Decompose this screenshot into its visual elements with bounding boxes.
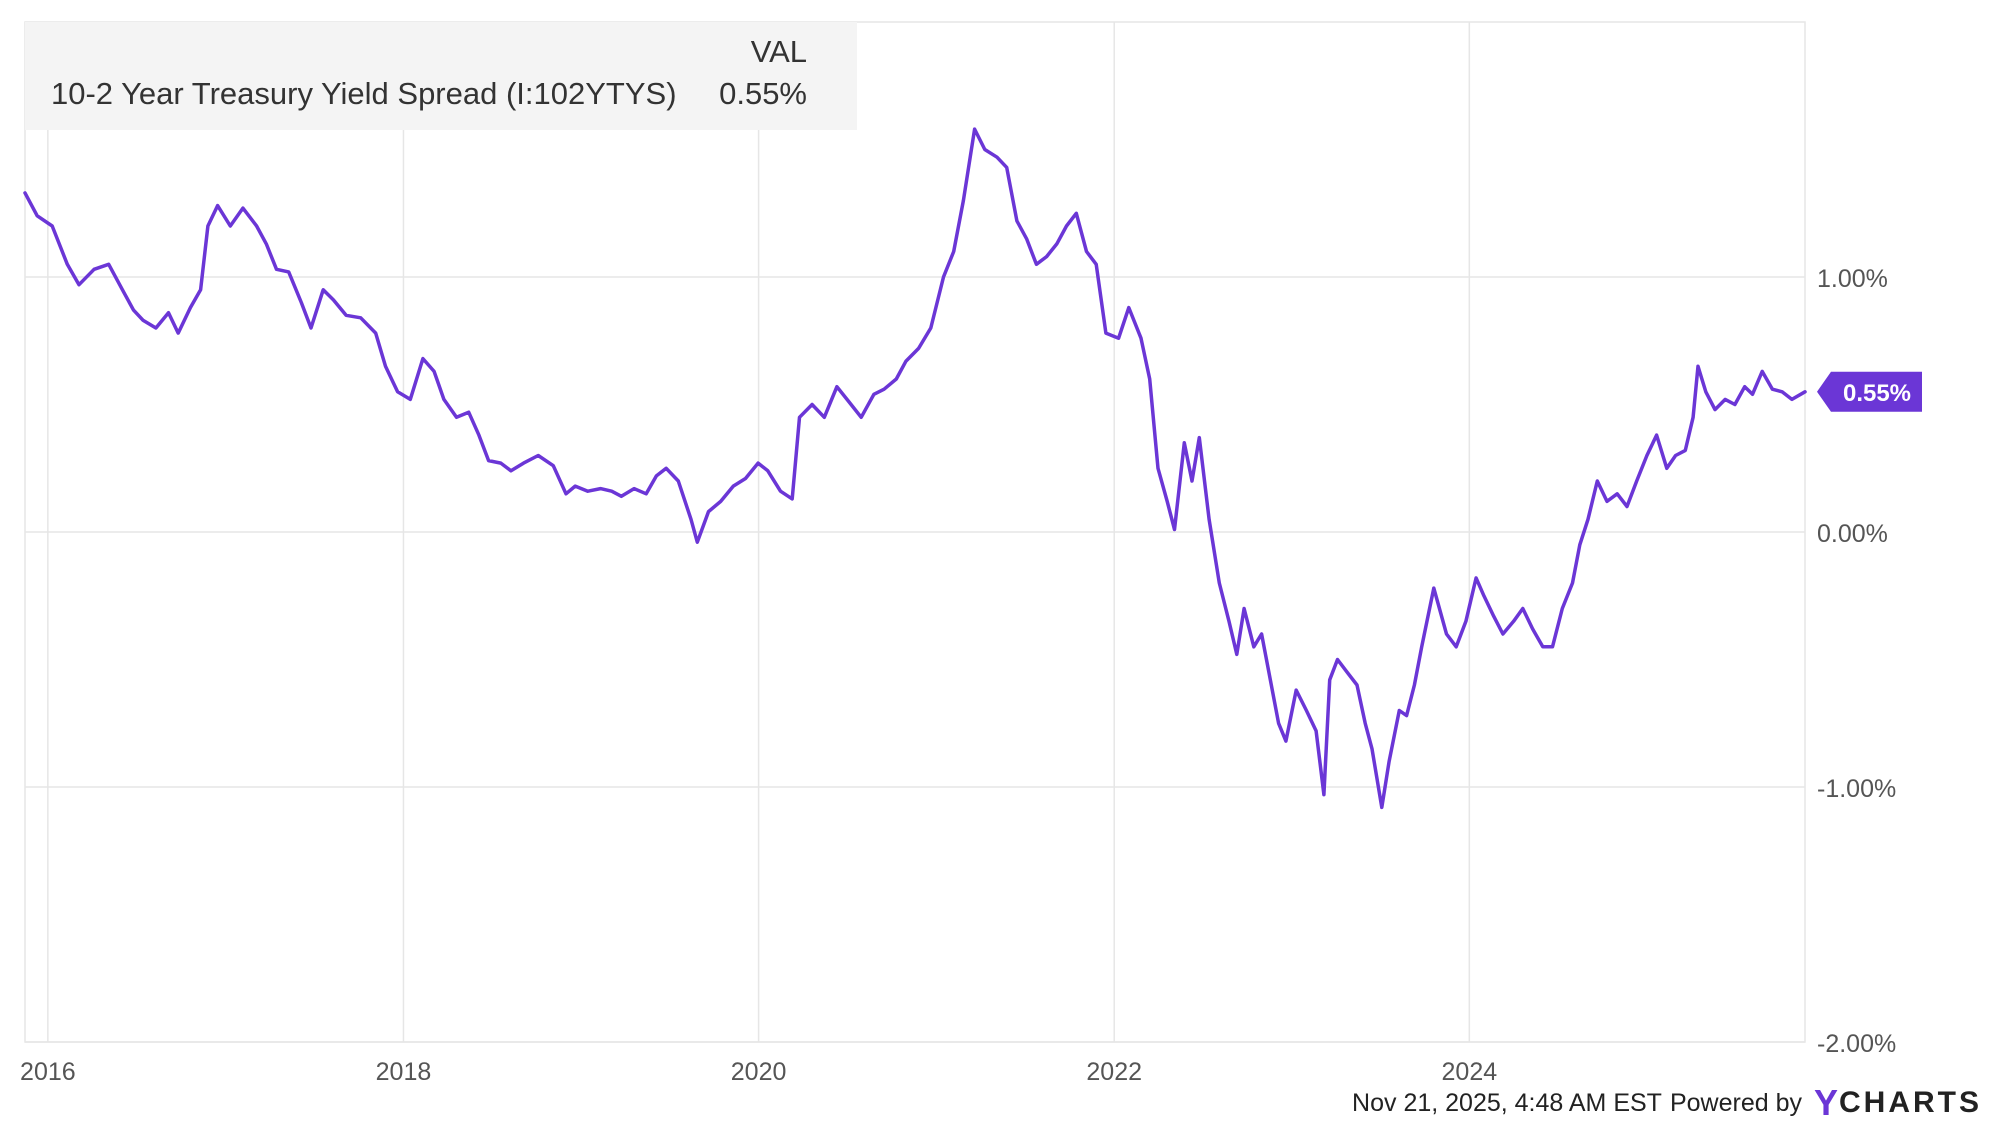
legend-header: VAL bbox=[750, 34, 807, 69]
x-tick-label: 2016 bbox=[20, 1058, 76, 1086]
y-tick-label: -2.00% bbox=[1817, 1030, 1896, 1058]
y-tick-label: 1.00% bbox=[1817, 265, 1888, 293]
last-value-label: 0.55% bbox=[1843, 380, 1911, 407]
grid-lines bbox=[24, 21, 1806, 1043]
footer-powered-by: Powered by bbox=[1669, 1088, 1802, 1117]
legend-series-value: 0.55% bbox=[719, 76, 807, 111]
last-value-badge: 0.55% bbox=[1817, 371, 1922, 412]
footer-timestamp: Nov 21, 2025, 4:48 AM EST bbox=[1352, 1088, 1662, 1117]
y-tick-label: -1.00% bbox=[1817, 775, 1896, 803]
last-value-badge-shape bbox=[1817, 371, 1922, 412]
ycharts-logo-text: CHARTS bbox=[1839, 1086, 1982, 1119]
x-tick-label: 2024 bbox=[1442, 1058, 1498, 1086]
ycharts-logo-icon: Y bbox=[1813, 1082, 1838, 1123]
ycharts-logo[interactable]: Y CHARTS bbox=[1814, 1082, 1982, 1124]
x-tick-label: 2020 bbox=[731, 1058, 787, 1086]
footer: Nov 21, 2025, 4:48 AM EST Powered by Y C… bbox=[1352, 1082, 1982, 1124]
legend-box: VAL 10-2 Year Treasury Yield Spread (I:1… bbox=[25, 22, 857, 130]
legend-series-name[interactable]: 10-2 Year Treasury Yield Spread (I:102YT… bbox=[51, 76, 677, 111]
x-tick-label: 2022 bbox=[1086, 1058, 1142, 1086]
series-line[interactable] bbox=[23, 127, 1807, 810]
axis-labels: 1.00% 0.00% -1.00% -2.00% 2016 2018 2020 2022 20… bbox=[20, 265, 1896, 1086]
y-tick-label: 0.00% bbox=[1817, 520, 1888, 548]
series-layer bbox=[23, 127, 1807, 810]
x-tick-label: 2018 bbox=[376, 1058, 432, 1086]
